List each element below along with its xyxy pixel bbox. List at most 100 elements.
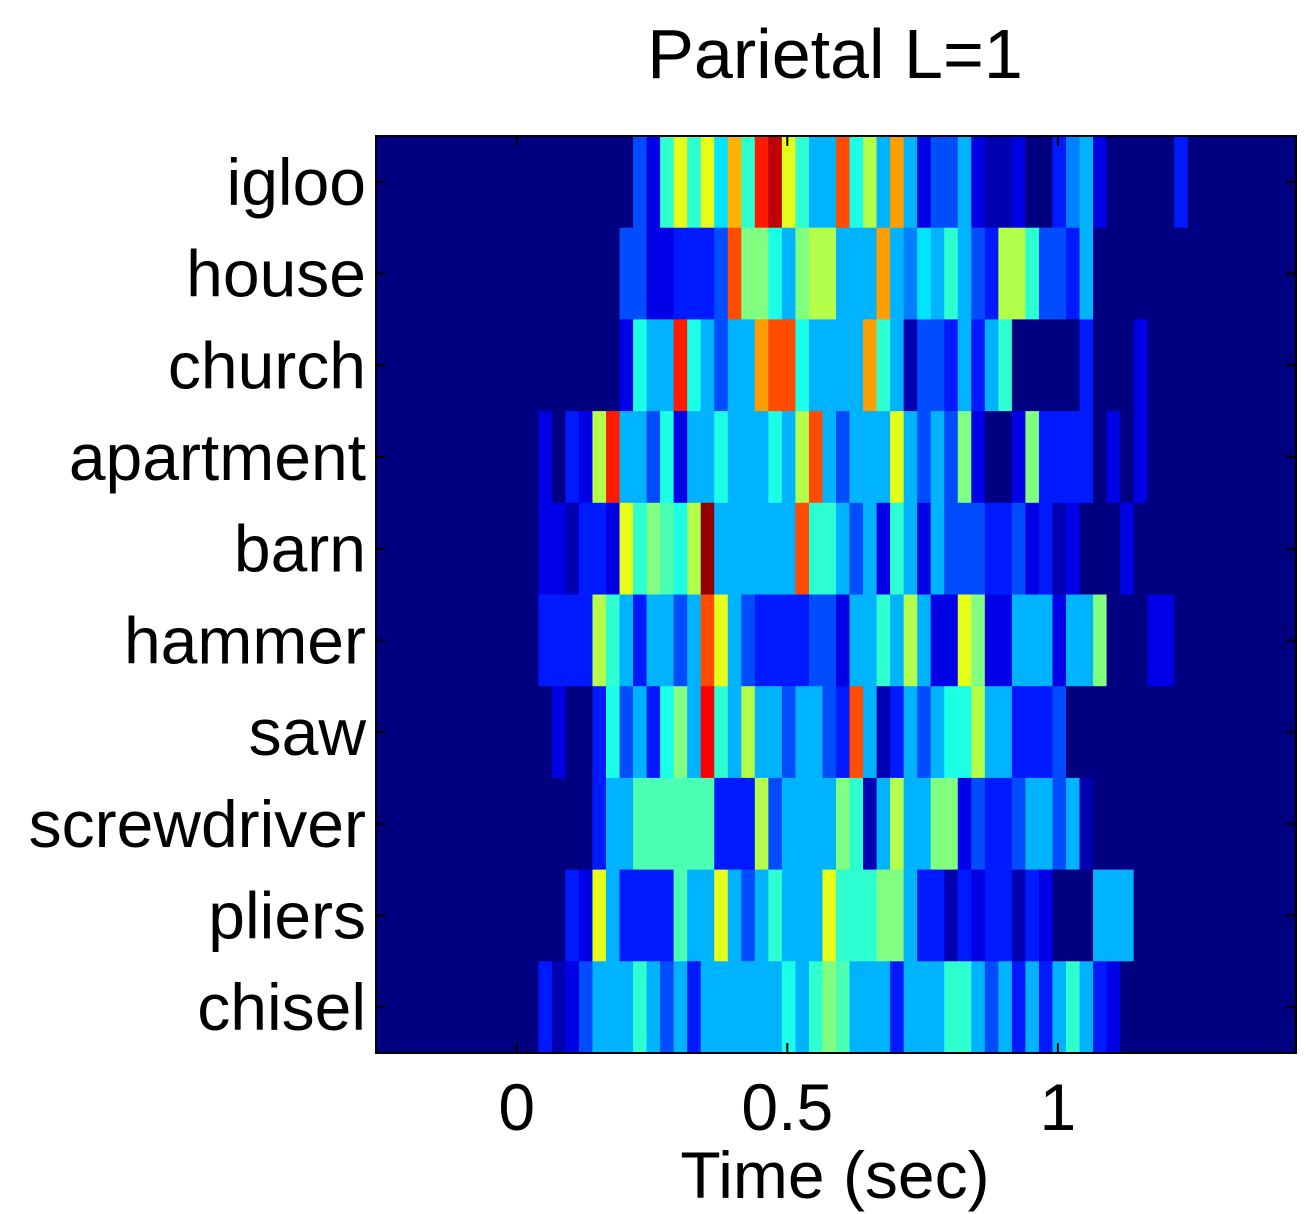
- heatmap-cell: [876, 136, 891, 229]
- heatmap-cell: [808, 502, 824, 596]
- heatmap-cell: [890, 502, 905, 596]
- heatmap-cell: [836, 869, 851, 962]
- heatmap-cell: [1066, 411, 1081, 504]
- heatmap-cell: [1120, 136, 1135, 229]
- heatmap-cell: [1093, 136, 1108, 229]
- heatmap-cell: [836, 502, 851, 596]
- heatmap-cell: [1093, 594, 1108, 687]
- heatmap-cell: [795, 319, 810, 412]
- heatmap-cell: [917, 961, 932, 1054]
- heatmap-cell: [849, 319, 864, 412]
- heatmap-cell: [808, 319, 824, 412]
- heatmap-cell: [822, 136, 837, 229]
- heatmap-cell: [497, 961, 512, 1054]
- heatmap-cell: [700, 777, 715, 871]
- heatmap-cell: [741, 777, 756, 871]
- x-axis-label: Time (sec): [680, 1138, 989, 1212]
- heatmap-cell: [917, 502, 932, 596]
- heatmap-cell: [781, 319, 797, 412]
- y-tick-label: chisel: [197, 970, 366, 1044]
- heatmap-cell: [1106, 777, 1121, 871]
- heatmap-cell: [633, 686, 648, 779]
- heatmap-cell: [849, 502, 864, 596]
- heatmap-cell: [836, 777, 851, 871]
- heatmap-cell: [849, 136, 864, 229]
- heatmap-cell: [1268, 227, 1284, 320]
- heatmap-cell: [1011, 777, 1027, 871]
- heatmap-cell: [727, 961, 742, 1054]
- heatmap-cell: [1093, 686, 1108, 779]
- heatmap-cell: [795, 686, 810, 779]
- heatmap-cell: [998, 136, 1013, 229]
- heatmap-cell: [538, 411, 553, 504]
- heatmap-cell: [836, 594, 851, 687]
- heatmap-cell: [998, 869, 1013, 962]
- heatmap-cell: [1174, 502, 1189, 596]
- heatmap-cell: [524, 869, 539, 962]
- heatmap-cell: [849, 961, 864, 1054]
- heatmap-cell: [930, 686, 945, 779]
- heatmap-cell: [1241, 411, 1257, 504]
- heatmap-cell: [538, 136, 553, 229]
- heatmap-cell: [836, 961, 851, 1054]
- heatmap-cell: [430, 686, 445, 779]
- heatmap-cell: [1187, 777, 1202, 871]
- heatmap-cell: [1268, 594, 1284, 687]
- heatmap-cell: [1255, 319, 1270, 412]
- heatmap-cell: [416, 227, 431, 320]
- heatmap-cell: [863, 319, 878, 412]
- heatmap-cell: [592, 136, 607, 229]
- heatmap-cell: [1187, 869, 1202, 962]
- heatmap-cell: [930, 594, 945, 687]
- heatmap-cell: [403, 319, 418, 412]
- heatmap-cell: [592, 594, 607, 687]
- heatmap-cell: [822, 777, 837, 871]
- heatmap-cell: [578, 961, 594, 1054]
- heatmap-cell: [1052, 136, 1067, 229]
- heatmap-cell: [538, 869, 553, 962]
- heatmap-cell: [700, 869, 715, 962]
- heatmap-cell: [822, 686, 837, 779]
- heatmap-cell: [849, 227, 864, 320]
- heatmap-cell: [484, 686, 499, 779]
- heatmap-cell: [551, 686, 567, 779]
- heatmap-cell: [768, 319, 783, 412]
- heatmap-cell: [1079, 594, 1094, 687]
- heatmap-cell: [944, 136, 959, 229]
- heatmap-cell: [971, 869, 986, 962]
- heatmap-cell: [443, 319, 458, 412]
- heatmap-cell: [998, 411, 1013, 504]
- heatmap-cell: [1106, 869, 1121, 962]
- heatmap-cell: [781, 227, 797, 320]
- heatmap-cell: [1241, 777, 1257, 871]
- y-tick-labels: igloo house church apartment barn hammer saw sc…: [29, 145, 367, 1044]
- heatmap-cell: [1241, 594, 1257, 687]
- heatmap-cell: [1214, 961, 1229, 1054]
- heatmap-cell: [497, 869, 512, 962]
- heatmap-cell: [1052, 411, 1067, 504]
- axis-ticks: [376, 136, 1296, 1053]
- heatmap-cell: [1214, 777, 1229, 871]
- heatmap-cell: [1214, 319, 1229, 412]
- heatmap-cell: [876, 594, 891, 687]
- heatmap-cell: [1228, 502, 1243, 596]
- heatmap-cell: [430, 136, 445, 229]
- heatmap-cell: [416, 777, 431, 871]
- heatmap-cell: [930, 869, 945, 962]
- heatmap-cell: [1066, 869, 1081, 962]
- heatmap-cell: [1201, 869, 1216, 962]
- heatmap-cell: [524, 777, 539, 871]
- heatmap-cell: [592, 411, 607, 504]
- heatmap-cell: [1147, 686, 1162, 779]
- heatmap-cell: [903, 411, 918, 504]
- heatmap-cell: [781, 686, 797, 779]
- heatmap-cell: [1201, 502, 1216, 596]
- heatmap-cell: [1052, 777, 1067, 871]
- heatmap-cell: [660, 777, 675, 871]
- heatmap-cell: [727, 869, 742, 962]
- heatmap-cell: [497, 502, 512, 596]
- heatmap-cell: [1268, 319, 1284, 412]
- heatmap-cell: [538, 594, 553, 687]
- heatmap-cell: [1228, 319, 1243, 412]
